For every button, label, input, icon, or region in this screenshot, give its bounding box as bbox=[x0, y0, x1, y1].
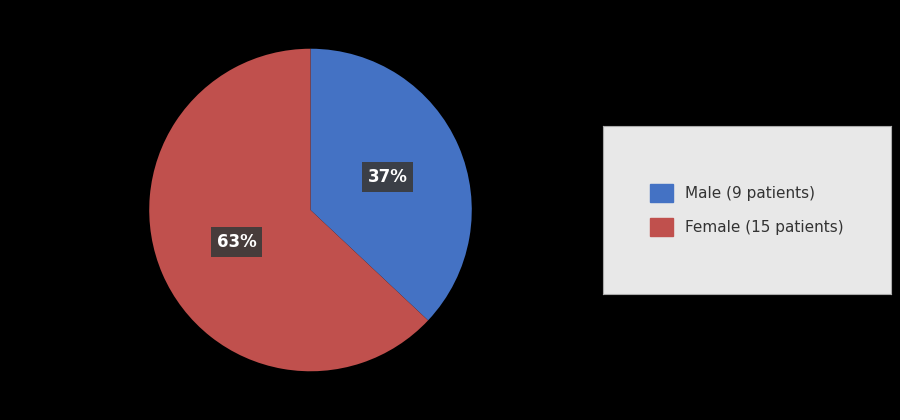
Legend: Male (9 patients), Female (15 patients): Male (9 patients), Female (15 patients) bbox=[638, 171, 856, 249]
Wedge shape bbox=[310, 49, 472, 320]
Text: 37%: 37% bbox=[367, 168, 408, 186]
Wedge shape bbox=[149, 49, 428, 371]
Text: 63%: 63% bbox=[217, 233, 256, 251]
